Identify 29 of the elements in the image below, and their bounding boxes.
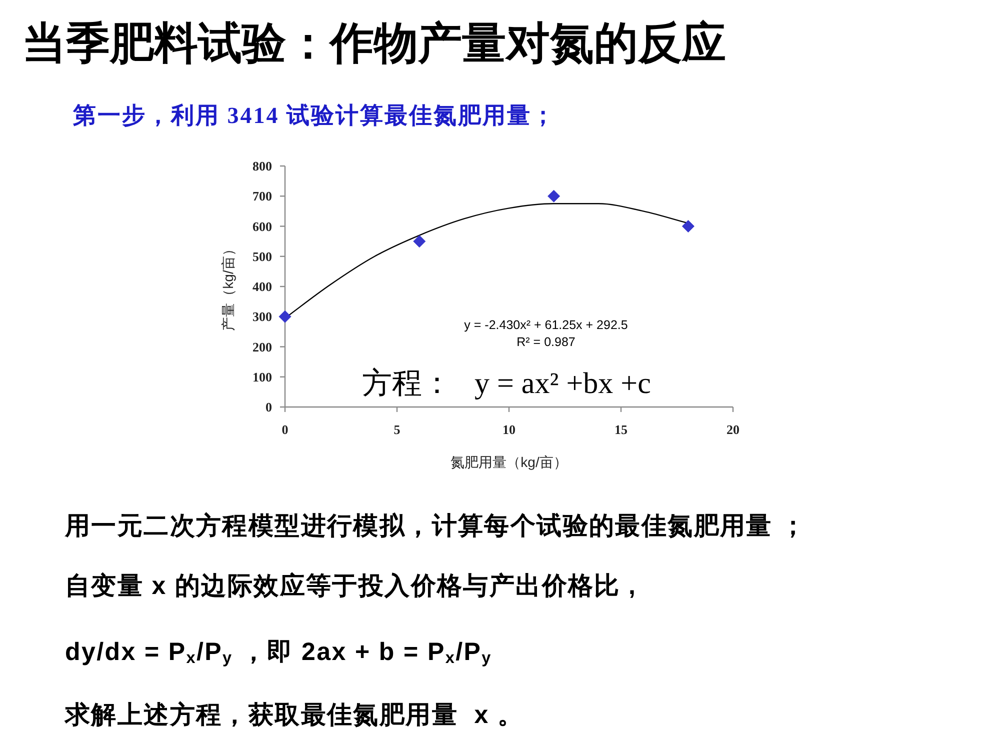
point [278,310,292,323]
y-tick-label: 400 [252,279,272,294]
y-tick-label: 300 [252,309,272,324]
y-tick-label: 500 [252,248,272,264]
text: dy/dx = P$_{x}$/P$_{y}$ ，即 2ax + b = P$_{x}$/P$_{y}$ [65,638,492,668]
chart-title: 当季肥料试验：作物产量对氮的反应 [22,19,726,68]
chart-subtitle: 第一步，利用 3414 试验计算最佳氮肥用量； [72,103,556,128]
y-tick-label: 200 [252,339,272,354]
x-tick-label: 10 [502,422,516,437]
y-tick-label: 700 [252,188,272,204]
y-tick-label: 100 [252,369,272,384]
x-tick-label: 15 [614,422,628,437]
point [682,220,694,232]
y-tick-label: 800 [252,158,272,174]
x-tick-label: 0 [282,422,288,437]
text: 求解上述方程，获取最佳氮肥用量 x 。 [64,701,524,729]
x-tick-label: 5 [394,422,401,437]
y-tick-label: 0 [266,400,272,414]
annotation: 方程： y = ax² +bx +c [362,367,651,400]
y-tick-label: 600 [252,218,272,234]
text: 用一元二次方程模型进行模拟，计算每个试验的最佳氮肥用量 ； [64,512,807,540]
x-tick-label: 20 [726,422,740,437]
annotation: R² = 0.987 [516,335,576,349]
point [413,235,426,248]
point [548,190,560,202]
x-axis-title: 氮肥用量（kg/亩） [450,454,568,470]
text: 自变量 x 的边际效应等于投入价格与产出价格比 , [65,572,637,600]
y-axis-title: 产量（kg/亩） [220,242,236,331]
annotation: y = -2.430x² + 61.25x + 292.5 [464,318,628,332]
